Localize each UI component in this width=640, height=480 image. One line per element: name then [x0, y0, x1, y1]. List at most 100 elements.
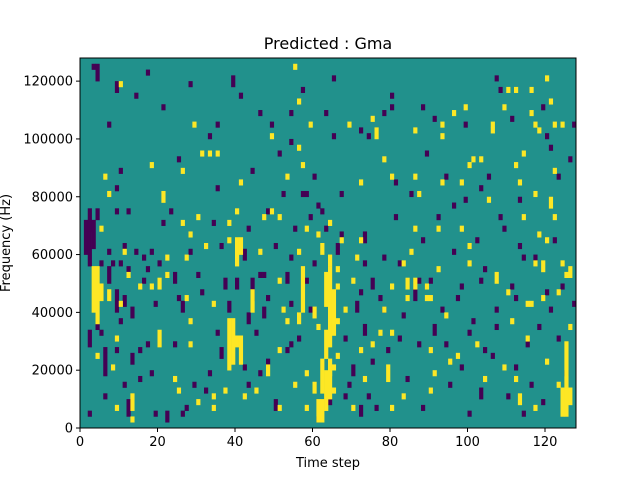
heatmap-cell-high [355, 254, 360, 261]
heatmap-cell-low [548, 144, 554, 151]
heatmap-cell-high [196, 214, 201, 221]
heatmap-cell-high [312, 306, 317, 319]
y-axis-label: Frequency (Hz) [0, 194, 14, 292]
heatmap-cell-high [440, 133, 445, 140]
heatmap-cell-high [362, 375, 368, 383]
heatmap-cell-low [521, 254, 526, 261]
heatmap-cell-low [258, 370, 263, 377]
heatmap-cell-high [506, 86, 511, 93]
heatmap-cell-high [351, 277, 356, 284]
heatmap-cell-low [324, 225, 329, 232]
heatmap-cell-low [103, 393, 108, 400]
heatmap-cell-high [517, 179, 523, 186]
heatmap-cell-high [111, 364, 116, 371]
heatmap-cell-high [452, 110, 457, 117]
heatmap-cell-low [537, 323, 542, 331]
heatmap-cell-low [157, 260, 162, 267]
heatmap-cell-low [452, 248, 457, 255]
heatmap-cell-high [118, 300, 123, 307]
heatmap-cell-high [552, 121, 557, 128]
heatmap-cell-high [359, 347, 364, 354]
heatmap-cell-low [277, 150, 282, 157]
heatmap-cell-high [277, 347, 282, 354]
heatmap-cell-low [273, 243, 278, 250]
heatmap-cell-low [87, 410, 92, 417]
heatmap-cell-low [95, 323, 100, 331]
heatmap-cell-low [145, 69, 151, 76]
heatmap-cell-low [242, 248, 247, 261]
heatmap-cell-high [568, 387, 573, 406]
heatmap-cell-high [490, 121, 495, 128]
heatmap-cell-high [277, 404, 282, 411]
heatmap-cell-low [343, 335, 348, 342]
x-tick-label: 60 [304, 435, 321, 450]
heatmap-cell-low [122, 381, 127, 388]
heatmap-cell-low [556, 173, 561, 180]
heatmap-cell-high [269, 208, 275, 215]
heatmap-cell-high [560, 121, 565, 128]
heatmap-cell-high [211, 300, 216, 307]
heatmap-cell-high [149, 283, 154, 290]
heatmap-cell-low [490, 352, 495, 359]
plot-frame [79, 57, 577, 429]
heatmap-cell-high [300, 266, 306, 313]
heatmap-cell-high [258, 248, 263, 255]
heatmap-cell-high [300, 162, 306, 169]
heatmap-cell-high [502, 364, 507, 371]
heatmap-cell-low [138, 347, 143, 354]
heatmap-cell-high [413, 277, 418, 290]
heatmap-cell-high [424, 283, 430, 290]
heatmap-cell-low [316, 202, 321, 209]
heatmap-cell-high [475, 341, 480, 348]
heatmap-cell-low [289, 341, 294, 348]
heatmap-cell-high [521, 214, 526, 221]
heatmap-cell-low [347, 381, 352, 388]
heatmap-cell-low [176, 295, 182, 302]
heatmap-cell-low [483, 266, 488, 273]
heatmap-cell-low [130, 306, 135, 319]
heatmap-cell-low [421, 237, 426, 244]
heatmap-cell-low [417, 277, 422, 284]
heatmap-cell-low [498, 86, 503, 93]
plot-area [79, 57, 577, 429]
heatmap-cell-low [107, 266, 112, 284]
heatmap-cell-low [436, 214, 441, 221]
heatmap-cell-high [320, 358, 325, 394]
heatmap-cell-low [413, 289, 418, 302]
heatmap-cell-low [266, 358, 271, 365]
x-tick-label: 40 [227, 435, 244, 450]
heatmap-cell-low [475, 237, 480, 244]
heatmap-cell-low [568, 156, 573, 163]
heatmap-cell-high [533, 190, 538, 198]
heatmap-cell-low [483, 347, 488, 354]
heatmap-cell-low [359, 404, 364, 417]
heatmap-cell-low [390, 92, 395, 99]
heatmap-cell-low [424, 150, 430, 157]
heatmap-cell-high [533, 404, 538, 411]
heatmap-cell-high [328, 370, 333, 400]
y-tick-label: 80000 [32, 190, 73, 205]
heatmap-cell-high [417, 190, 422, 198]
heatmap-cell-low [533, 254, 538, 261]
heatmap-cell-high [568, 323, 573, 331]
x-tick-label: 20 [149, 435, 166, 450]
heatmap-cell-low [382, 110, 387, 117]
heatmap-cell-low [114, 208, 120, 215]
heatmap-cell-high [370, 115, 375, 122]
heatmap-cell-low [370, 358, 375, 365]
heatmap-cell-low [114, 347, 120, 354]
heatmap-cell-low [529, 381, 534, 388]
heatmap-cell-low [521, 410, 526, 417]
heatmap-cell-high [390, 404, 395, 411]
heatmap-cell-high [564, 341, 569, 417]
heatmap-cell-low [211, 219, 216, 226]
heatmap-cell-low [142, 277, 147, 284]
heatmap-cell-high [331, 289, 337, 336]
heatmap-cell-high [359, 237, 364, 244]
heatmap-cells [83, 63, 577, 423]
heatmap-cell-high [378, 329, 383, 336]
heatmap-cell-low [498, 214, 503, 221]
heatmap-cell-low [517, 243, 523, 250]
heatmap-cell-low [180, 410, 185, 417]
